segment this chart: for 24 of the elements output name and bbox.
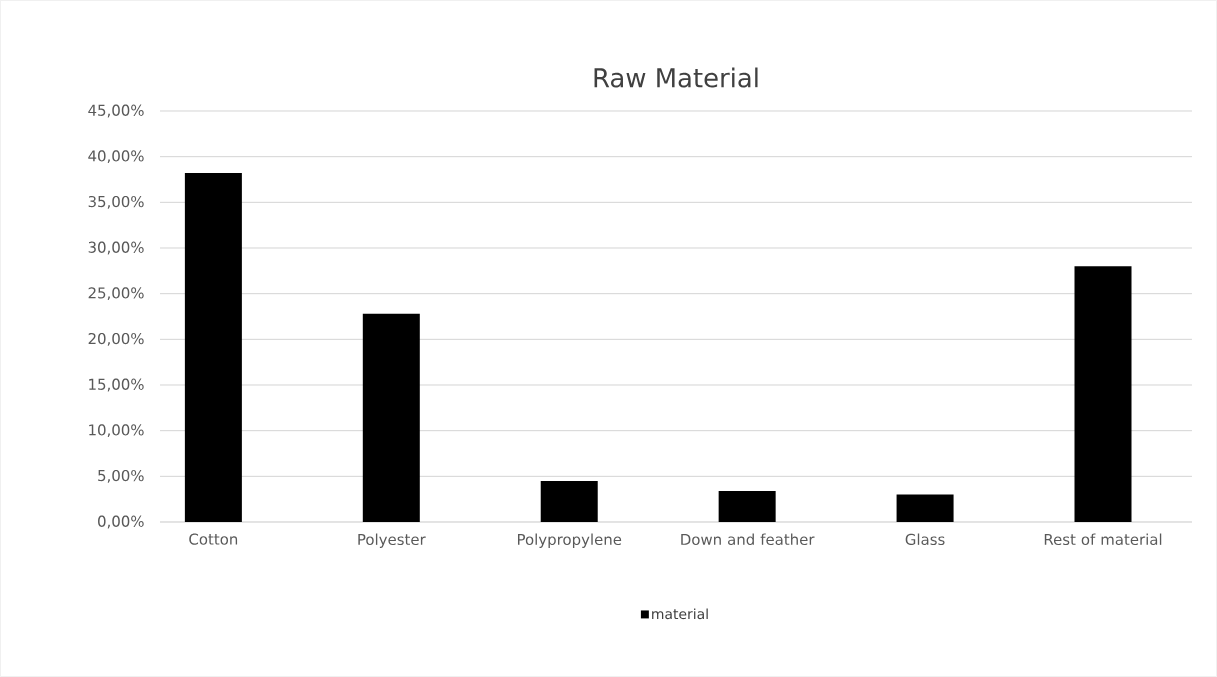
bar [896, 494, 954, 522]
x-tick-label: Polyester [358, 533, 426, 548]
bar [362, 313, 420, 522]
x-tick-label: Down and feather [681, 533, 815, 546]
y-tick-label: 10,00% [89, 424, 144, 438]
bar [1074, 266, 1132, 522]
bar [718, 490, 776, 522]
y-tick-label: 0,00% [98, 515, 144, 529]
x-tick-label: Glass [905, 533, 945, 546]
y-tick-label: 15,00% [89, 378, 144, 392]
legend-label: material [652, 608, 708, 620]
bar [184, 173, 242, 522]
x-tick-label: Polypropylene [517, 533, 622, 548]
bar [540, 480, 598, 522]
y-tick-label: 20,00% [88, 332, 144, 346]
y-tick-label: 30,00% [88, 241, 144, 255]
y-tick-label: 35,00% [88, 195, 144, 209]
y-tick-label: 5,00% [98, 469, 144, 483]
y-tick-label: 40,00% [88, 150, 144, 164]
chart-title: Raw Material [594, 67, 758, 88]
x-tick-label: Cotton [189, 533, 238, 545]
y-tick-label: 45,00% [88, 104, 144, 118]
x-tick-label: Rest of material [1044, 533, 1162, 546]
y-tick-label: 25,00% [88, 287, 144, 301]
